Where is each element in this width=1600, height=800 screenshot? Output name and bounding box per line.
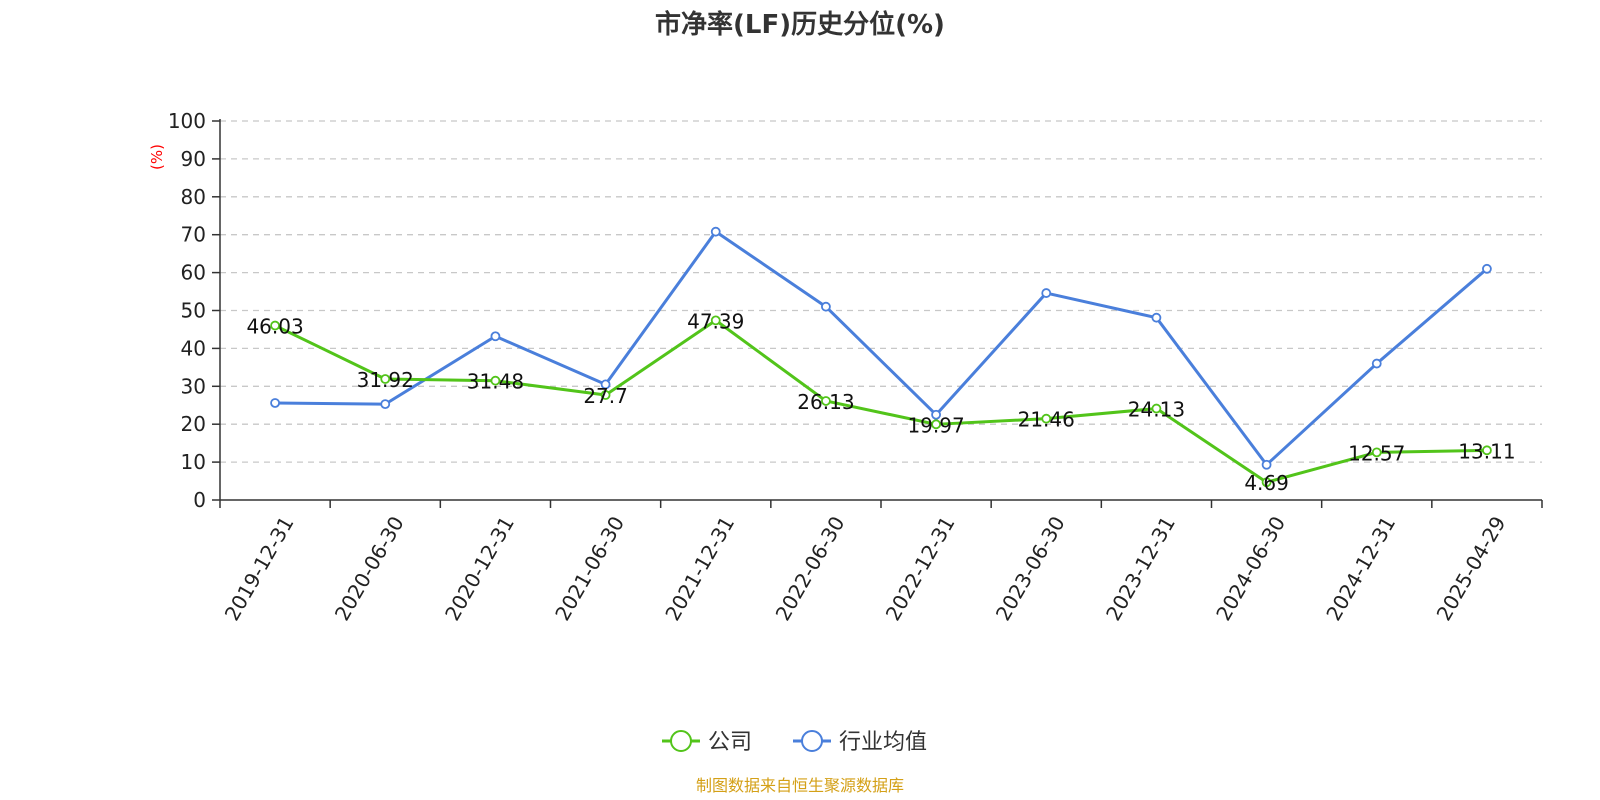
- y-tick-label: 30: [181, 374, 206, 398]
- data-point: [931, 409, 941, 420]
- x-tick-label: 2020-06-30: [330, 512, 409, 625]
- x-tick-label: 2024-06-30: [1211, 512, 1290, 625]
- data-label: 19.97: [907, 413, 964, 437]
- data-point: [1482, 263, 1492, 274]
- data-label: 4.69: [1244, 471, 1289, 495]
- data-point: [600, 390, 611, 400]
- data-point: [1041, 288, 1052, 298]
- data-labels: 46.03 31.92 31.48 27.7 47.39 26.13 19.97 21.46 2…: [246, 309, 1515, 495]
- series-line: [274, 318, 1487, 484]
- x-tick-label: 2019-12-31: [220, 512, 299, 625]
- data-point: [1371, 358, 1382, 369]
- x-tick-label: 2022-06-30: [771, 512, 850, 625]
- data-label: 24.13: [1128, 398, 1185, 422]
- y-tick-label: 60: [181, 261, 206, 285]
- data-point: [270, 320, 280, 331]
- axes: [212, 119, 1543, 508]
- data-label: 27.7: [583, 384, 628, 408]
- y-tick-label: 70: [181, 223, 206, 247]
- grid-lines: [220, 120, 1542, 463]
- data-label: 21.46: [1018, 408, 1075, 432]
- y-tick-labels: 0 10 20 30 40 50 60 70 80 90 100: [168, 109, 206, 512]
- y-tick-label: 10: [181, 450, 206, 474]
- data-point: [1371, 447, 1382, 458]
- x-tick-label: 2023-12-31: [1101, 512, 1180, 625]
- y-tick-label: 40: [181, 336, 206, 360]
- x-tick-labels: 2019-12-31 2020-06-30 2020-12-31 2021-06-30…: [220, 512, 1511, 625]
- x-tick-label: 2025-04-29: [1432, 512, 1511, 625]
- y-tick-label: 100: [168, 109, 206, 133]
- data-label: 46.03: [246, 315, 303, 339]
- x-tick-label: 2022-12-31: [881, 512, 960, 625]
- legend[interactable]: 公司 行业均值: [662, 730, 927, 755]
- y-tick-label: 0: [193, 488, 206, 512]
- data-label: 12.57: [1348, 441, 1405, 465]
- y-tick-label: 80: [181, 185, 206, 209]
- data-point: [710, 226, 721, 237]
- data-label: 47.39: [687, 309, 744, 333]
- x-tick-label: 2020-12-31: [440, 512, 519, 625]
- chart-title: 市净率(LF)历史分位(%): [655, 9, 945, 40]
- x-tick-label: 2021-06-30: [550, 512, 629, 625]
- data-point: [710, 315, 721, 326]
- data-point: [380, 399, 391, 410]
- y-axis-label: (%): [148, 144, 166, 170]
- legend-label: 行业均值: [839, 730, 927, 755]
- data-point: [1151, 312, 1162, 323]
- x-tick-label: 2023-06-30: [991, 512, 1070, 625]
- data-point: [931, 419, 941, 430]
- data-point: [1151, 403, 1162, 414]
- data-label: 31.92: [357, 368, 414, 392]
- y-tick-label: 20: [181, 412, 206, 436]
- data-point: [821, 396, 831, 406]
- data-point: [270, 398, 280, 408]
- legend-item[interactable]: 行业均值: [793, 730, 927, 755]
- y-tick-label: 50: [181, 299, 206, 323]
- data-point: [1041, 413, 1052, 424]
- data-point: [490, 331, 501, 342]
- legend-item[interactable]: 公司: [662, 730, 752, 755]
- legend-label: 公司: [708, 730, 752, 755]
- data-point: [1261, 477, 1272, 488]
- y-tick-label: 90: [181, 147, 206, 171]
- x-tick-label: 2024-12-31: [1321, 512, 1400, 625]
- data-point: [1261, 459, 1272, 470]
- data-label: 31.48: [467, 370, 524, 394]
- data-point: [380, 374, 391, 384]
- x-tick-label: 2021-12-31: [660, 512, 739, 625]
- data-point: [821, 301, 831, 312]
- legend-marker: [801, 730, 823, 752]
- data-point: [600, 379, 611, 390]
- series-line: [275, 230, 1488, 467]
- series-group: [270, 226, 1492, 488]
- data-label: 26.13: [797, 390, 854, 414]
- legend-marker: [670, 730, 692, 752]
- source-note: 制图数据来自恒生聚源数据库: [696, 776, 904, 795]
- data-point: [490, 375, 501, 386]
- data-point: [1482, 445, 1492, 456]
- data-label: 13.11: [1458, 439, 1515, 463]
